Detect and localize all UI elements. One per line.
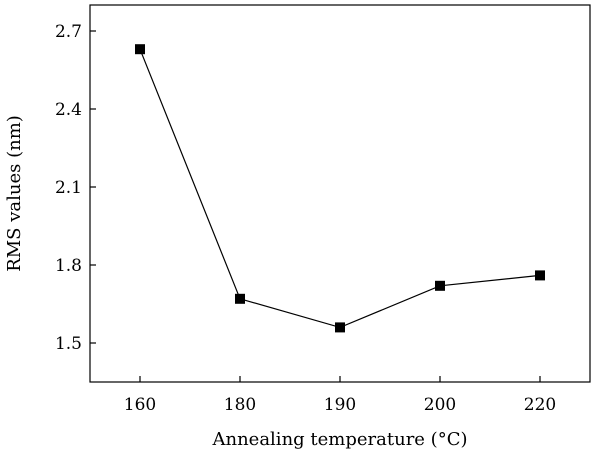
data-point [435, 280, 445, 291]
y-tick-label: 1.8 [55, 256, 82, 276]
y-tick-label: 2.1 [55, 178, 82, 198]
x-tick-label: 220 [524, 395, 556, 415]
y-tick-label: 1.5 [55, 334, 82, 354]
x-tick-label: 160 [124, 395, 156, 415]
data-point [135, 44, 145, 55]
x-tick-label: 180 [224, 395, 256, 415]
series-line [139, 48, 541, 329]
x-tick-label: 200 [424, 395, 456, 415]
y-axis-label: RMS values (nm) [4, 115, 25, 272]
data-points [135, 44, 545, 333]
x-axis-label: Annealing temperature (°C) [211, 429, 467, 450]
data-point [235, 293, 245, 304]
y-tick-label: 2.4 [55, 100, 82, 120]
data-point [535, 270, 545, 281]
x-axis: 160 180 190 200 220 [124, 376, 556, 415]
y-tick-label: 2.7 [55, 22, 82, 42]
data-point [335, 322, 345, 333]
x-tick-label: 190 [324, 395, 356, 415]
y-axis: 1.5 1.8 2.1 2.4 2.7 [55, 22, 96, 354]
